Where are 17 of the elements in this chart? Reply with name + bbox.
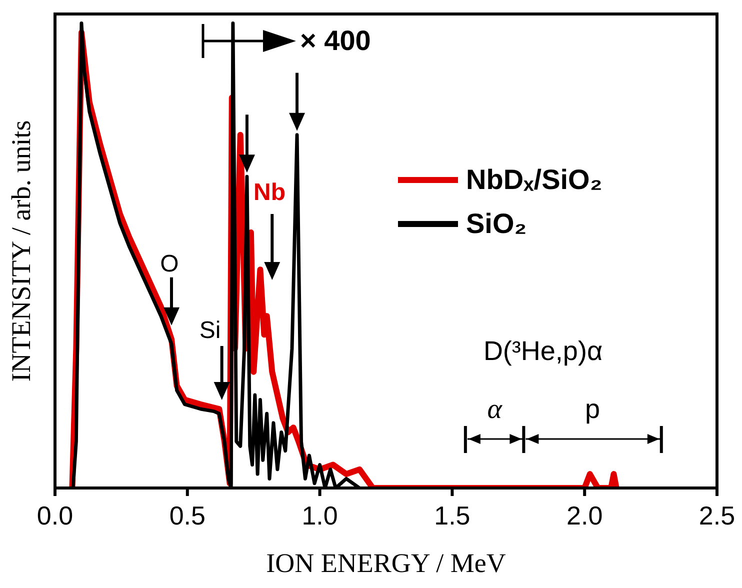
annotation: α <box>487 394 504 425</box>
legend-label: NbDₓ/SiO₂ <box>466 164 602 196</box>
x-tick-label: 1.0 <box>302 500 338 530</box>
annotation: p <box>585 394 600 424</box>
x-tick-label: 0.0 <box>36 500 74 530</box>
annotation: × 400 <box>300 25 371 56</box>
annotation: Si <box>199 317 221 344</box>
x-axis-title: ION ENERGY / MeV <box>266 548 506 578</box>
x-tick-label: 1.5 <box>434 500 470 530</box>
annotation: D(³He,p)α <box>483 336 603 366</box>
x-tick-label: 2.0 <box>566 500 603 530</box>
annotation: Nb <box>253 179 286 206</box>
legend-label: SiO₂ <box>466 208 527 240</box>
x-tick-label: 0.5 <box>169 500 206 530</box>
x-tick-label: 2.5 <box>698 500 736 530</box>
annotation: O <box>160 250 179 278</box>
y-axis-title: INTENSITY / arb. units <box>6 120 36 382</box>
